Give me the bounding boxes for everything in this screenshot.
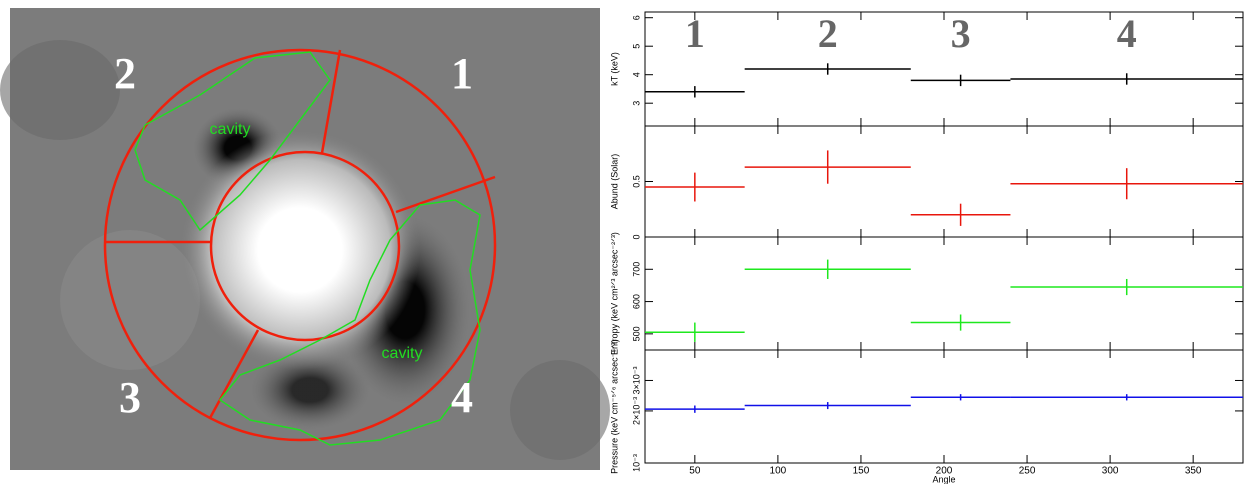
y-axis-label: kT (keV)	[609, 52, 619, 86]
bin-label: 1	[685, 11, 705, 56]
y-tick-label: 500	[631, 326, 641, 341]
plot-frame	[645, 350, 1243, 463]
page: 2 1 3 4 cavity cavity 3 4 5 6 kT (keV) 1 2 3 4 0 0…	[0, 0, 1245, 489]
y-tick-label: 0.5	[631, 175, 641, 188]
plot-frame	[645, 126, 1243, 237]
y-tick-label: 6	[631, 15, 641, 20]
region-label: 1	[451, 49, 473, 98]
x-tick-label: 350	[1185, 466, 1202, 477]
y-tick-label: 700	[631, 262, 641, 277]
bin-label: 4	[1117, 11, 1137, 56]
x-tick-label: 300	[1102, 466, 1119, 477]
y-tick-label: 2×10⁻³	[631, 397, 641, 425]
y-tick-label: 3	[631, 101, 641, 106]
region-label: 4	[451, 373, 473, 422]
x-axis-label: Angle	[932, 474, 955, 484]
bin-label: 3	[951, 11, 971, 56]
x-tick-label: 250	[1019, 466, 1036, 477]
plot-frame	[645, 237, 1243, 350]
xray-image: 2 1 3 4 cavity cavity	[0, 8, 610, 470]
y-tick-label: 4	[631, 72, 641, 77]
y-axis-label: Entropy (keV cm²ᐟ³ arcsec⁻²ᐟ³)	[609, 232, 619, 355]
y-tick-label: 600	[631, 294, 641, 309]
y-axis-label: Pressure (keV cm⁻⁵ᐟ⁶ arcsec⁻⁵ᐟ³)	[609, 339, 619, 474]
bin-label: 2	[818, 11, 838, 56]
region-label: 2	[114, 49, 136, 98]
y-tick-label: 5	[631, 44, 641, 49]
y-tick-label: 0	[631, 234, 641, 239]
cavity-label: cavity	[382, 345, 423, 362]
x-tick-label: 100	[770, 466, 787, 477]
figure: 2 1 3 4 cavity cavity 3 4 5 6 kT (keV) 1 2 3 4 0 0…	[0, 0, 1245, 484]
x-tick-label: 150	[853, 466, 870, 477]
y-tick-label: 3×10⁻³	[631, 366, 641, 394]
y-axis-label: Abund (Solar)	[609, 154, 619, 210]
x-tick-label: 50	[689, 466, 701, 477]
y-tick-label: 10⁻³	[631, 454, 641, 472]
region-label: 3	[119, 373, 141, 422]
cavity-label: cavity	[210, 121, 251, 138]
plot-frame	[645, 12, 1243, 126]
